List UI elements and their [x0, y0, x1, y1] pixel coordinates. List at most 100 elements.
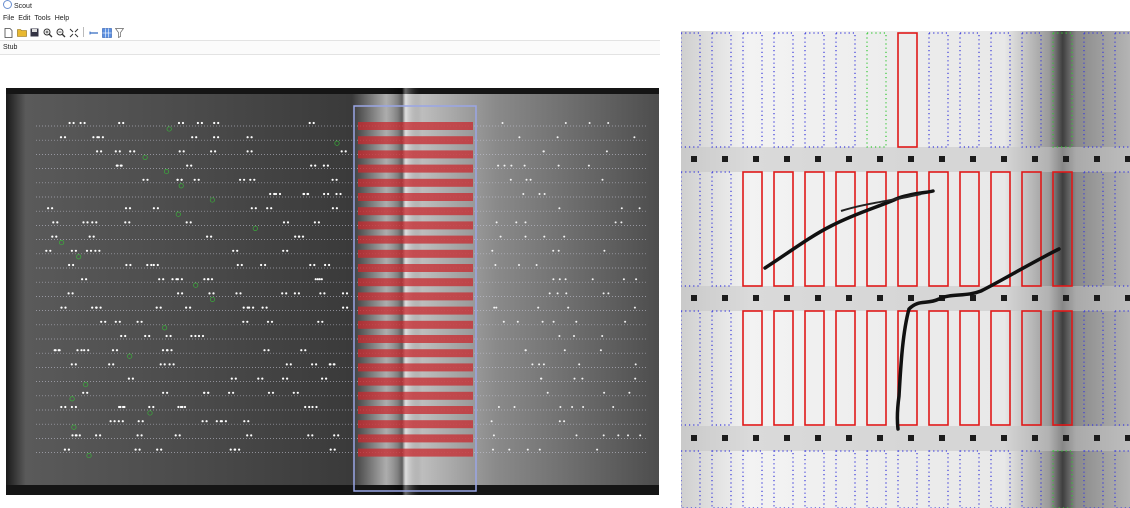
grid-cell	[928, 32, 949, 148]
selected-row	[358, 207, 473, 216]
grid-marker	[246, 434, 249, 437]
grid-marker	[607, 122, 610, 124]
grid-marker	[78, 434, 81, 437]
grid-marker	[92, 136, 95, 139]
grid-marker	[137, 420, 140, 423]
grid-cell	[959, 32, 980, 148]
grid-marker	[83, 121, 86, 125]
grid-marker	[557, 249, 560, 252]
grid-cell	[681, 171, 701, 287]
grid-cell	[773, 450, 794, 508]
zoom-detail-canvas[interactable]	[681, 31, 1130, 508]
selected-cell	[866, 310, 887, 426]
grid-marker	[508, 448, 511, 451]
grid-marker	[120, 334, 123, 338]
grid-cell	[1021, 32, 1042, 148]
grid-button[interactable]	[101, 27, 112, 38]
grid-marker	[294, 235, 297, 238]
menu-help[interactable]: Help	[54, 15, 70, 22]
alignment-marker	[784, 295, 790, 301]
grid-cell	[711, 32, 732, 148]
save-button[interactable]	[29, 27, 40, 38]
grid-marker	[82, 221, 85, 224]
grid-marker	[587, 164, 590, 167]
grid-marker	[300, 349, 303, 352]
grid-marker	[98, 249, 101, 252]
grid-marker	[119, 164, 122, 167]
grid-marker	[128, 221, 131, 224]
grid-marker	[503, 164, 506, 167]
grid-marker	[571, 406, 574, 408]
grid-marker	[86, 221, 89, 224]
grid-marker	[67, 292, 70, 295]
grid-marker	[95, 306, 98, 309]
menu-edit[interactable]: Edit	[18, 15, 31, 22]
grid-marker	[317, 221, 320, 224]
grid-marker	[214, 150, 217, 153]
grid-marker	[333, 448, 336, 451]
grid-marker	[523, 164, 526, 167]
grid-marker	[146, 178, 149, 181]
grid-marker	[257, 377, 260, 380]
grid-marker	[320, 278, 323, 281]
target-marker	[127, 353, 133, 359]
alignment-marker	[784, 156, 790, 162]
sample-image-canvas[interactable]	[6, 88, 659, 495]
grid-marker	[121, 420, 124, 423]
grid-marker	[326, 164, 329, 167]
grid-marker	[542, 150, 545, 153]
alignment-marker	[1125, 435, 1130, 441]
grid-marker	[246, 320, 249, 323]
grid-marker	[113, 420, 116, 423]
selection-frame[interactable]	[353, 105, 477, 492]
alignment-marker	[1063, 156, 1069, 162]
grid-marker	[510, 164, 513, 167]
menu-tools[interactable]: Tools	[34, 15, 51, 22]
grid-marker	[254, 207, 257, 210]
grid-marker	[118, 150, 121, 153]
menu-file[interactable]: File	[3, 15, 15, 22]
grid-marker	[319, 292, 322, 295]
selected-row	[358, 391, 473, 400]
selected-cell	[959, 171, 980, 287]
menu-bar: File Edit Tools Help	[0, 14, 70, 24]
selected-cell	[990, 171, 1011, 287]
sample-image-view[interactable]	[6, 88, 659, 495]
grid-marker	[524, 349, 527, 352]
grid-cell	[835, 32, 856, 148]
grid-marker	[285, 363, 288, 366]
alignment-markers	[691, 156, 1130, 441]
grid-marker	[292, 391, 295, 394]
grid-marker	[186, 164, 189, 167]
grid-marker	[627, 434, 629, 437]
zoom-out-button[interactable]	[55, 27, 66, 38]
filter-button[interactable]	[114, 27, 125, 38]
new-file-button[interactable]	[3, 27, 14, 38]
grid-marker	[274, 192, 278, 196]
grid-marker	[543, 235, 546, 238]
grid-marker	[71, 434, 74, 437]
selected-row	[358, 320, 473, 329]
grid-cell	[681, 32, 701, 148]
zoom-in-button[interactable]	[42, 27, 53, 38]
grid-cell	[1083, 310, 1104, 426]
grid-marker	[603, 391, 606, 394]
grid-marker	[239, 292, 242, 295]
fit-to-window-button[interactable]	[68, 27, 79, 38]
grid-marker	[177, 405, 180, 409]
alignment-marker	[846, 435, 852, 441]
grid-marker	[117, 420, 120, 423]
grid-cell	[1083, 32, 1104, 148]
link-button[interactable]	[88, 27, 99, 38]
grid-marker	[524, 235, 527, 238]
grid-marker	[321, 377, 324, 380]
selected-region-rows	[358, 122, 473, 457]
zoom-detail-view[interactable]	[681, 31, 1130, 508]
grid-marker	[546, 391, 549, 394]
grid-marker	[112, 363, 115, 366]
grid-marker	[494, 264, 497, 266]
grid-marker	[264, 263, 267, 267]
open-folder-button[interactable]	[16, 27, 27, 38]
grid-marker	[250, 207, 253, 210]
tab-stub[interactable]: Stub	[3, 44, 18, 51]
